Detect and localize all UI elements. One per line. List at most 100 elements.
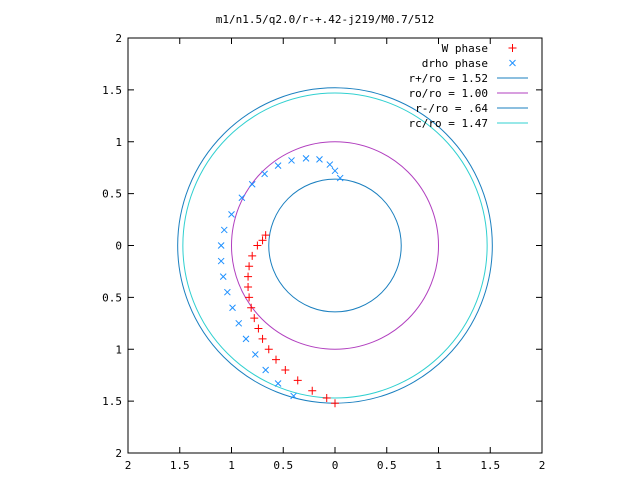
w-phase-point-6	[244, 283, 253, 291]
drho-phase-point-22	[290, 392, 297, 400]
cross-b	[262, 366, 270, 374]
w-phase-point-18	[331, 399, 339, 408]
x-tick-label: 1	[435, 459, 442, 472]
drho-phase-point-4	[302, 154, 310, 162]
w-phase-point-13	[272, 355, 281, 364]
y-tick-label: 1	[115, 343, 122, 356]
cross-b	[217, 242, 225, 249]
chart-title: m1/n1.5/q2.0/r-+.42-j219/M0.7/512	[216, 13, 435, 26]
drho-phase-point-16	[229, 304, 236, 312]
y-tick-label: 0.5	[102, 188, 122, 201]
drho-phase-point-14	[219, 273, 227, 280]
legend-label-0: W phase	[442, 42, 488, 55]
x-tick-label: 0.5	[377, 459, 397, 472]
legend-label-3: ro/ro = 1.00	[409, 87, 488, 100]
cross-b	[217, 257, 225, 265]
x-tick-label: 0.5	[273, 459, 293, 472]
drho-phase-point-2	[326, 161, 334, 168]
cross-b	[248, 180, 256, 188]
drho-phase-point-10	[228, 211, 235, 218]
cross-b	[290, 392, 297, 400]
w-phase-point-9	[250, 314, 259, 323]
w-phase-point-14	[281, 366, 290, 374]
drho-phase-point-15	[224, 288, 231, 296]
axis-ticks: 2 1.5 1 0.5 0 0.5 1 1.5 221.510.500.511.52	[102, 32, 545, 472]
cross-b	[251, 351, 259, 358]
drho-phase-point-13	[217, 257, 225, 265]
y-tick-label: 1.5	[102, 395, 122, 408]
cross-b	[331, 167, 339, 175]
drho-phase-point-1	[331, 167, 339, 175]
drho-phase-point-7	[261, 170, 268, 178]
drho-phase-point-21	[274, 380, 282, 387]
cross-b	[219, 273, 227, 280]
w-phase-point-0	[261, 231, 270, 240]
drho-phase-point-17	[235, 319, 243, 327]
cross-b	[220, 226, 228, 234]
cross-b	[235, 319, 243, 327]
w-phase-point-11	[258, 334, 267, 343]
drho-phase-point-18	[242, 335, 250, 343]
circle-series-0	[177, 87, 493, 404]
y-tick-label: 0.5	[102, 291, 122, 304]
x-tick-label: 1	[228, 459, 235, 472]
w-phase-point-15	[293, 376, 302, 385]
w-phase-point-5	[244, 272, 253, 281]
cross-b	[224, 288, 231, 296]
y-tick-label: 0	[115, 240, 122, 253]
legend-marker-1	[509, 59, 516, 67]
plot-frame	[127, 37, 543, 454]
cross-b	[228, 211, 235, 218]
drho-phase-point-12	[217, 242, 225, 249]
w-phase-point-7	[245, 293, 254, 302]
w-phase-point-1	[258, 236, 267, 245]
drho-phase-point-5	[288, 157, 295, 164]
drho-phase-point-0	[336, 174, 344, 182]
drho-phase-point-19	[251, 351, 259, 358]
y-tick-label: 2	[115, 447, 122, 460]
drho-phase-point-3	[316, 156, 323, 163]
legend: W phase drho phase r+/ro = 1.52 ro/ro = 1.0…	[409, 42, 528, 130]
w-phase-point-12	[264, 345, 273, 354]
legend-marker-0	[508, 44, 517, 52]
cross-b	[288, 157, 295, 164]
w-phase-point-2	[253, 241, 262, 250]
y-tick-label: 1.5	[102, 84, 122, 97]
cross-b	[261, 170, 268, 178]
w-phase-point-16	[308, 386, 317, 395]
drho-phase-point-11	[220, 226, 228, 234]
points-layer	[217, 154, 344, 408]
cross-b	[274, 380, 282, 387]
cross-b	[302, 154, 310, 162]
cross-b	[242, 335, 250, 343]
cross-b	[509, 59, 516, 67]
y-tick-label: 1	[115, 136, 122, 149]
x-tick-label: 0	[332, 459, 339, 472]
cross-b	[316, 156, 323, 163]
w-phase-point-10	[254, 324, 263, 333]
y-tick-label: 2	[115, 32, 122, 45]
cross-b	[274, 162, 282, 169]
x-tick-label: 1.5	[170, 459, 190, 472]
x-tick-label: 2	[125, 459, 132, 472]
w-phase-point-17	[322, 394, 331, 403]
cross-b	[238, 194, 246, 202]
legend-label-4: r-/ro = .64	[415, 102, 488, 115]
drho-phase-point-6	[274, 162, 282, 169]
drho-phase-point-20	[262, 366, 270, 374]
drho-phase-point-8	[248, 180, 256, 188]
legend-label-5: rc/ro = 1.47	[409, 117, 488, 130]
cross-b	[229, 304, 236, 312]
x-tick-label: 2	[539, 459, 546, 472]
cross-b	[326, 161, 334, 168]
legend-label-1: drho phase	[422, 57, 488, 70]
drho-phase-point-9	[238, 194, 246, 202]
w-phase-point-4	[245, 262, 254, 271]
w-phase-point-3	[248, 251, 257, 260]
w-phase-point-8	[247, 303, 256, 312]
circle-series-1	[231, 141, 439, 350]
circle-series-2	[268, 178, 402, 313]
legend-label-2: r+/ro = 1.52	[409, 72, 488, 85]
x-tick-label: 1.5	[480, 459, 500, 472]
